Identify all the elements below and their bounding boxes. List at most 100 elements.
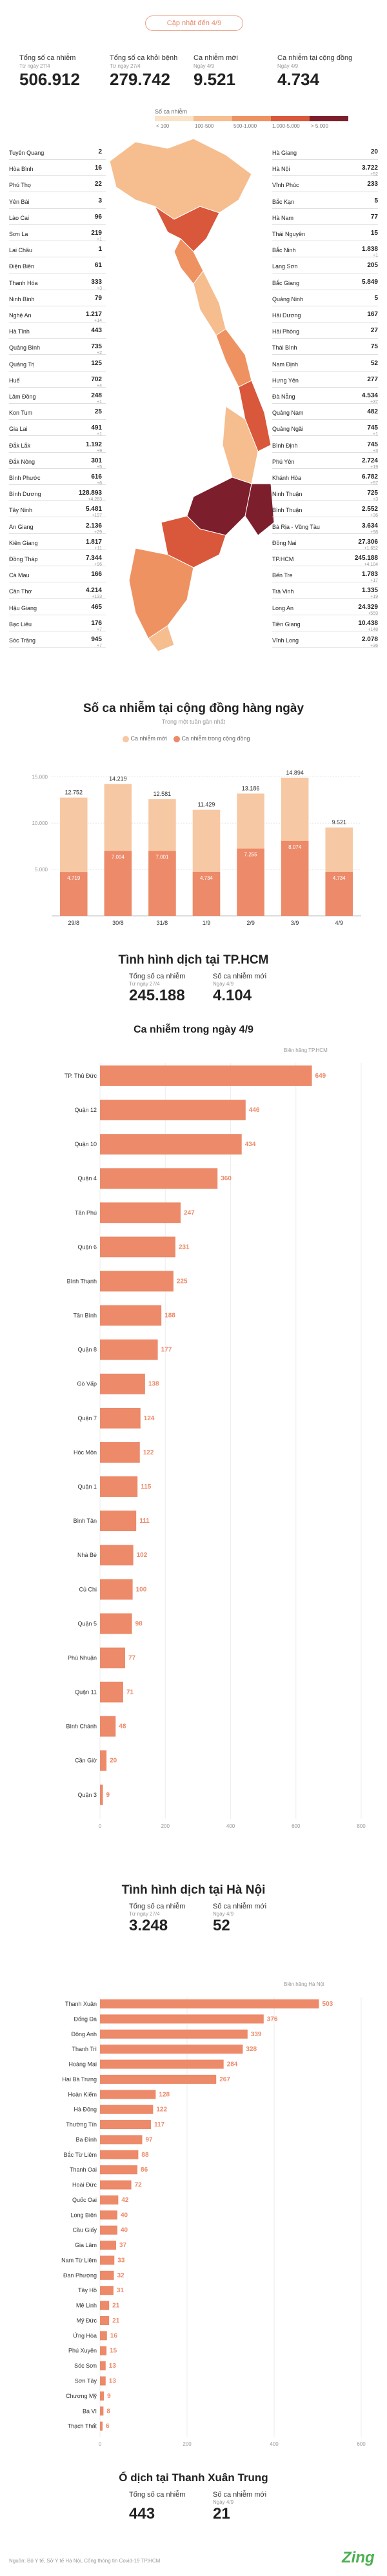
thanhxuan-title: Ổ dịch tại Thanh Xuân Trung [119, 2472, 268, 2484]
bar-value-label: 188 [164, 1313, 175, 1320]
province-value: 176 [91, 619, 102, 627]
category-label: Tân Phú [75, 1209, 97, 1216]
province-value: 745 [367, 424, 378, 432]
province-value: 16 [94, 164, 102, 172]
bar-value-label: 77 [128, 1654, 136, 1661]
category-label: TP. Thủ Đức [64, 1073, 97, 1079]
hcm-title: Tình hình dịch tại TP.HCM [118, 953, 269, 967]
bar-value-label: 328 [246, 2046, 257, 2053]
province-name: Thanh Hóa [9, 279, 38, 286]
province-value: 5 [374, 197, 378, 204]
province-new-cases: +7 [97, 644, 102, 648]
province-value: 75 [370, 343, 378, 351]
province-value: 2.136 [85, 522, 102, 530]
province-name: Trà Vinh [272, 588, 294, 595]
province-value: 219 [91, 230, 102, 237]
province-name: Đắk Lắk [9, 442, 31, 449]
province-new-cases: +36 [370, 644, 378, 648]
bar [100, 2421, 103, 2431]
stat-sub: Ngày 4/9 [213, 1911, 234, 1917]
legend-bin-label: 500-1.000 [233, 123, 257, 129]
stat-label: Tổng số ca nhiễm [129, 2491, 186, 2499]
bar [100, 2315, 110, 2325]
bar-community-cases [237, 848, 264, 916]
province-name: Quảng Ngãi [272, 426, 304, 433]
bar-value-label: 98 [135, 1620, 143, 1627]
bar [100, 1511, 137, 1532]
category-label: Tân Bình [73, 1313, 97, 1319]
x-tick-label: 0 [99, 2441, 102, 2447]
hcm-chart-note: Biên hãng TP.HCM [284, 1047, 328, 1053]
stat-label: Số ca nhiễm mới [213, 2491, 267, 2499]
province-divider [9, 354, 106, 355]
category-label: Quận 12 [74, 1107, 97, 1113]
category-label: Hoàn Kiếm [68, 2091, 97, 2097]
province-new-cases: +19 [370, 464, 378, 470]
category-label: Quận 7 [77, 1415, 97, 1422]
province-new-cases: +148 [368, 627, 378, 632]
category-label: Quận 10 [74, 1141, 97, 1147]
category-label: Ba Đình [75, 2136, 97, 2143]
legend-bin-label: 100-500 [195, 123, 214, 129]
bar [100, 1065, 312, 1086]
legend-title: Số ca nhiễm [155, 108, 188, 115]
bar [100, 2059, 224, 2069]
category-label: Quận 11 [75, 1689, 97, 1696]
province-value: 2.552 [361, 506, 378, 513]
province-name: Sóc Trăng [9, 637, 36, 644]
province-new-cases: +19 [370, 595, 378, 600]
province-value: 3.722 [361, 164, 378, 172]
province-divider [9, 224, 106, 225]
bar-value-new: 9.521 [332, 819, 346, 826]
stat-sub: Ngày 4/9 [213, 981, 234, 987]
bar [100, 1373, 145, 1394]
province-divider [9, 533, 106, 534]
category-label: Quận 6 [77, 1243, 97, 1250]
province-name: Hậu Giang [9, 604, 37, 611]
category-label: Mỹ Đức [76, 2317, 97, 2324]
x-tick-label: 200 [161, 1823, 170, 1829]
province-name: Hưng Yên [272, 377, 299, 384]
bar [100, 1202, 181, 1224]
province-name: Bình Định [272, 442, 298, 449]
bar-value-label: 9 [107, 2393, 111, 2400]
y-tick-label: 5.000 [35, 867, 48, 873]
category-label: Thạch Thất [68, 2423, 97, 2430]
category-label: Quận 3 [77, 1792, 97, 1798]
province-name: Hòa Bình [9, 166, 34, 173]
bar-value-label: 376 [267, 2016, 278, 2023]
category-label: Bình Thạnh [67, 1278, 97, 1284]
top-stat-value: 506.912 [19, 70, 80, 89]
province-name: Huế [9, 377, 20, 384]
legend-bin-label: 1.000-5.000 [272, 123, 300, 129]
province-value: 24.329 [358, 603, 378, 611]
stat-value: 4.104 [213, 987, 252, 1004]
province-value: 616 [91, 473, 102, 481]
province-name: Cà Mau [9, 572, 30, 579]
province-name: Lạng Sơn [272, 263, 298, 270]
province-new-cases: +3 [373, 448, 378, 453]
x-tick-label: 29/8 [68, 920, 80, 926]
category-label: Phú Xuyên [68, 2348, 97, 2354]
bar-value-new: 12.752 [65, 789, 83, 796]
bar-value-label: 138 [148, 1381, 159, 1388]
stat-value: 3.248 [129, 1917, 168, 1934]
category-label: Ba Vì [83, 2408, 97, 2414]
province-name: Lâm Đồng [9, 393, 36, 400]
category-label: Thanh Oai [70, 2166, 97, 2173]
category-label: Hai Bà Trưng [62, 2076, 97, 2083]
province-value: 745 [367, 441, 378, 448]
bar [100, 2346, 107, 2355]
bar-value-community: 4.734 [200, 875, 213, 881]
stat-value: 21 [213, 2505, 230, 2522]
bar-value-label: 128 [159, 2091, 170, 2098]
category-label: Đống Đa [74, 2016, 97, 2022]
top-stat-sub: Từ ngày 27/4 [19, 63, 50, 69]
category-label: Quận 1 [77, 1483, 97, 1490]
bar-value-label: 6 [106, 2423, 110, 2430]
stat-value: 245.188 [129, 987, 185, 1004]
category-label: Sóc Sơn [74, 2363, 97, 2369]
bar-value-label: 122 [143, 1449, 154, 1456]
top-stat-value: 4.734 [277, 70, 320, 89]
province-value: 1.217 [85, 311, 102, 318]
